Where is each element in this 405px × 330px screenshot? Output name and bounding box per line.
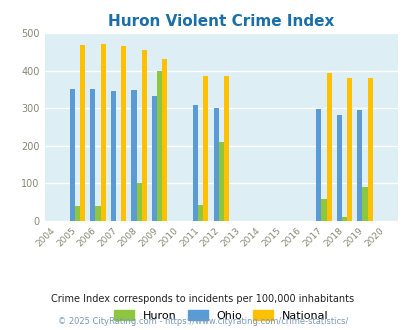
Bar [356, 111, 362, 221]
Bar [218, 142, 223, 221]
Bar [341, 216, 346, 221]
Bar [192, 105, 198, 221]
Bar [223, 76, 228, 221]
Bar [80, 45, 85, 221]
Bar [346, 78, 351, 221]
Bar [90, 89, 95, 221]
Bar [198, 205, 203, 221]
Bar [213, 108, 218, 221]
Bar [111, 91, 116, 221]
Bar [121, 46, 126, 221]
Bar [162, 59, 167, 221]
Text: Crime Index corresponds to incidents per 100,000 inhabitants: Crime Index corresponds to incidents per… [51, 294, 354, 304]
Bar [70, 89, 75, 221]
Bar [321, 199, 326, 221]
Bar [157, 71, 162, 221]
Bar [141, 50, 147, 221]
Bar [315, 109, 321, 221]
Bar [131, 90, 136, 221]
Bar [136, 183, 141, 221]
Bar [336, 115, 341, 221]
Bar [203, 76, 208, 221]
Title: Huron Violent Crime Index: Huron Violent Crime Index [108, 14, 334, 29]
Bar [362, 187, 367, 221]
Bar [326, 73, 331, 221]
Bar [151, 96, 157, 221]
Bar [367, 78, 372, 221]
Bar [95, 206, 100, 221]
Bar [75, 206, 80, 221]
Legend: Huron, Ohio, National: Huron, Ohio, National [109, 306, 333, 325]
Text: © 2025 CityRating.com - https://www.cityrating.com/crime-statistics/: © 2025 CityRating.com - https://www.city… [58, 317, 347, 326]
Bar [100, 44, 105, 221]
